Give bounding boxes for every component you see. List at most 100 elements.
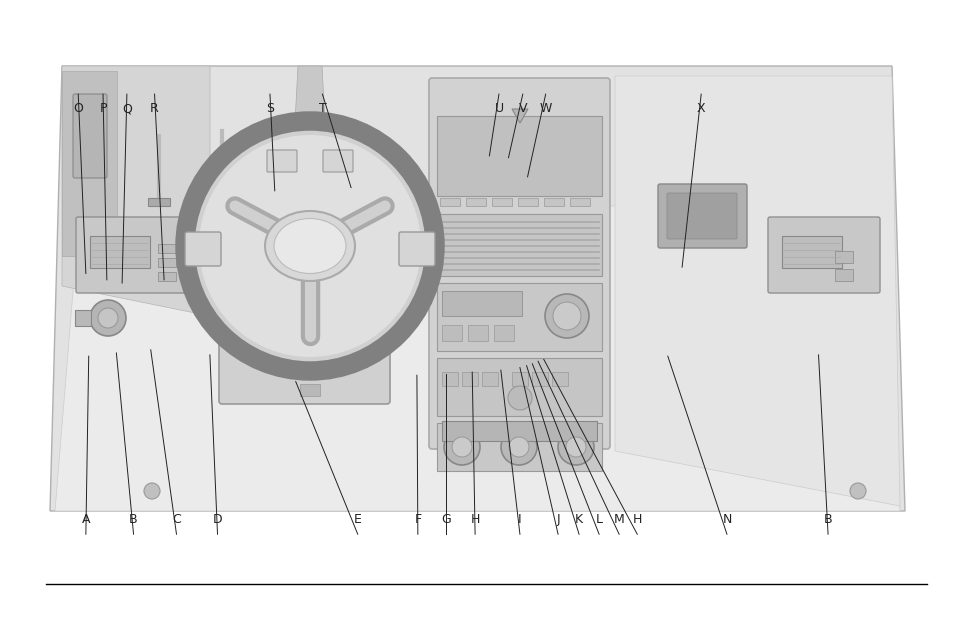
Polygon shape — [62, 66, 210, 316]
Circle shape — [558, 429, 594, 465]
Bar — [494, 325, 514, 341]
Text: R: R — [150, 102, 159, 115]
Bar — [208, 198, 235, 206]
Bar — [436, 358, 601, 416]
Bar — [569, 198, 589, 206]
Circle shape — [849, 483, 865, 499]
FancyBboxPatch shape — [267, 150, 296, 172]
Circle shape — [305, 329, 314, 339]
Bar — [543, 198, 563, 206]
Bar — [436, 423, 601, 471]
FancyBboxPatch shape — [767, 217, 879, 293]
Circle shape — [276, 301, 343, 367]
Text: Q: Q — [122, 102, 132, 115]
Circle shape — [328, 301, 388, 361]
Bar — [465, 198, 485, 206]
Text: B: B — [822, 513, 832, 526]
Bar — [481, 372, 497, 386]
Text: G: G — [441, 513, 451, 526]
Text: F: F — [414, 513, 421, 526]
Circle shape — [144, 483, 160, 499]
Bar — [517, 198, 537, 206]
Circle shape — [452, 437, 472, 457]
Circle shape — [443, 429, 479, 465]
Circle shape — [544, 294, 588, 338]
FancyBboxPatch shape — [658, 184, 746, 248]
Bar — [436, 214, 601, 276]
Text: H: H — [470, 513, 479, 526]
Text: X: X — [696, 102, 705, 115]
Circle shape — [199, 135, 420, 357]
Circle shape — [507, 386, 532, 410]
Text: M: M — [613, 513, 624, 526]
FancyBboxPatch shape — [344, 135, 371, 207]
FancyBboxPatch shape — [323, 150, 353, 172]
Circle shape — [98, 308, 118, 328]
Bar — [62, 71, 117, 256]
Text: O: O — [73, 102, 83, 115]
Circle shape — [553, 302, 580, 330]
Bar — [148, 198, 170, 206]
FancyBboxPatch shape — [185, 232, 221, 266]
Text: K: K — [575, 513, 582, 526]
FancyBboxPatch shape — [76, 217, 188, 293]
FancyBboxPatch shape — [73, 94, 107, 178]
Bar — [436, 283, 601, 351]
Text: D: D — [213, 513, 222, 526]
Bar — [834, 251, 852, 263]
Bar — [439, 198, 459, 206]
Polygon shape — [615, 76, 899, 506]
Bar — [468, 325, 488, 341]
Polygon shape — [290, 66, 330, 216]
Bar — [441, 291, 521, 316]
Bar — [492, 198, 512, 206]
FancyBboxPatch shape — [398, 232, 435, 266]
Text: A: A — [82, 513, 90, 526]
Circle shape — [268, 292, 352, 376]
Bar — [158, 244, 175, 253]
Text: S: S — [266, 102, 274, 115]
Bar — [441, 372, 457, 386]
Bar — [75, 310, 91, 326]
Circle shape — [185, 121, 435, 371]
Text: T: T — [318, 102, 326, 115]
Text: W: W — [539, 102, 551, 115]
Bar — [441, 325, 461, 341]
Bar — [552, 372, 567, 386]
Circle shape — [240, 309, 284, 353]
Text: I: I — [517, 513, 521, 526]
Text: E: E — [354, 513, 361, 526]
FancyBboxPatch shape — [666, 193, 737, 239]
FancyBboxPatch shape — [429, 78, 609, 449]
Circle shape — [232, 301, 292, 361]
Polygon shape — [512, 109, 527, 123]
Bar — [90, 236, 150, 268]
Text: C: C — [172, 513, 181, 526]
Bar — [158, 272, 175, 281]
Circle shape — [509, 437, 529, 457]
Bar — [299, 384, 319, 396]
Bar — [512, 372, 527, 386]
Ellipse shape — [265, 211, 355, 281]
Bar — [441, 421, 597, 441]
Text: H: H — [632, 513, 641, 526]
Bar — [834, 269, 852, 281]
Text: J: J — [556, 513, 559, 526]
Text: U: U — [494, 102, 503, 115]
Bar — [461, 372, 477, 386]
Circle shape — [335, 309, 379, 353]
Polygon shape — [50, 66, 904, 511]
Bar — [781, 236, 841, 268]
Bar — [158, 258, 175, 267]
Text: L: L — [595, 513, 602, 526]
Text: N: N — [721, 513, 731, 526]
Text: B: B — [129, 513, 138, 526]
Bar — [436, 116, 601, 196]
Circle shape — [90, 300, 126, 336]
Text: P: P — [99, 102, 107, 115]
Polygon shape — [55, 206, 899, 511]
Circle shape — [565, 437, 585, 457]
Bar — [532, 372, 547, 386]
FancyBboxPatch shape — [219, 258, 390, 404]
Text: V: V — [518, 102, 526, 115]
